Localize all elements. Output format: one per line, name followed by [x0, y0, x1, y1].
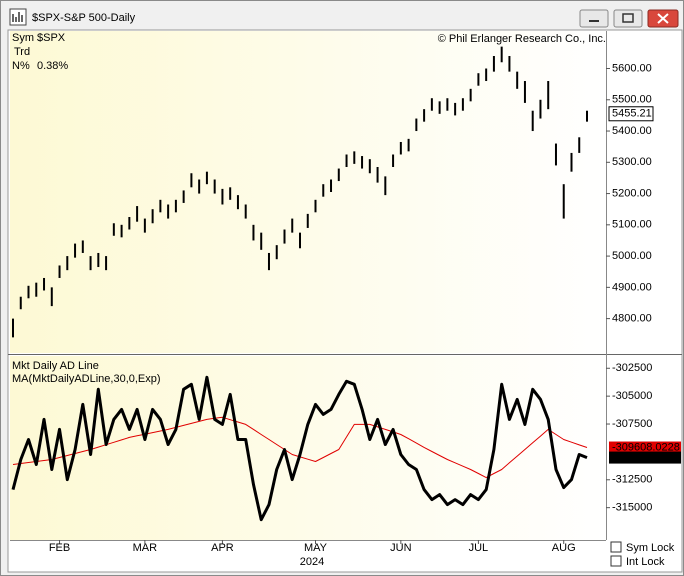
legend-entry: MA(MktDailyADLine,30,0,Exp)	[12, 373, 161, 385]
button-glyph	[622, 13, 634, 23]
field-value: $SPX	[37, 32, 66, 44]
button-frame[interactable]	[579, 9, 609, 28]
checkbox[interactable]	[610, 555, 622, 567]
legend-entry: Mkt Daily AD Line	[12, 360, 99, 372]
last-value-label: -310509	[612, 451, 652, 463]
y-tick-label: -302500	[612, 362, 652, 374]
y-tick-label: -307500	[612, 418, 652, 430]
field-value: 0.38%	[37, 60, 68, 72]
y-tick-label: 5500.00	[612, 94, 652, 106]
checkbox-label: Sym Lock	[626, 542, 675, 554]
y-tick-label: -315000	[612, 502, 652, 514]
button-glyph	[657, 13, 669, 24]
price-panel	[10, 31, 606, 353]
icon-glyph	[12, 12, 23, 22]
last-value-box	[609, 451, 681, 464]
button-frame[interactable]	[613, 9, 643, 28]
y-tick-label: 5200.00	[612, 187, 652, 199]
checkbox-label: Int Lock	[626, 556, 665, 568]
y-tick-label: 5000.00	[612, 250, 652, 262]
field-label: Trd	[14, 46, 30, 58]
last-value-label: -309608.0228	[612, 441, 680, 453]
checkbox[interactable]	[610, 541, 622, 553]
last-value-box	[608, 106, 654, 122]
x-tick-label: APR	[211, 542, 234, 554]
x-tick-label: MAY	[304, 542, 328, 554]
ad-panel	[10, 356, 606, 540]
y-tick-label: 4800.00	[612, 313, 652, 325]
field-label: N%	[12, 60, 30, 72]
series-line	[11, 375, 588, 522]
minimize-button[interactable]	[579, 9, 609, 28]
y-tick-label: 5600.00	[612, 62, 652, 74]
x-tick-label: MAR	[133, 542, 158, 554]
y-tick-label: 5300.00	[612, 156, 652, 168]
maximize-button[interactable]	[613, 9, 643, 28]
x-tick-label: AUG	[552, 542, 576, 554]
year-label: 2024	[300, 556, 324, 568]
y-tick-label: 5100.00	[612, 219, 652, 231]
y-tick-label: -312500	[612, 474, 652, 486]
int-lock[interactable]: Int Lock	[610, 555, 665, 568]
last-value-label: 5455.21	[612, 108, 652, 120]
field-label: Sym	[12, 32, 34, 44]
window-title: $SPX-S&P 500-Daily	[32, 12, 136, 24]
x-tick-label: JUL	[469, 542, 489, 554]
copyright: © Phil Erlanger Research Co., Inc.	[438, 33, 606, 45]
sym-lock[interactable]: Sym Lock	[610, 541, 675, 554]
x-tick-label: FEB	[49, 542, 70, 554]
button-glyph	[589, 20, 599, 22]
y-tick-label: -305000	[612, 390, 652, 402]
last-value-box	[609, 441, 681, 454]
close-button[interactable]	[647, 9, 679, 28]
x-tick-label: JUN	[390, 542, 411, 554]
y-tick-label: 4900.00	[612, 281, 652, 293]
y-tick-label: 5400.00	[612, 125, 652, 137]
